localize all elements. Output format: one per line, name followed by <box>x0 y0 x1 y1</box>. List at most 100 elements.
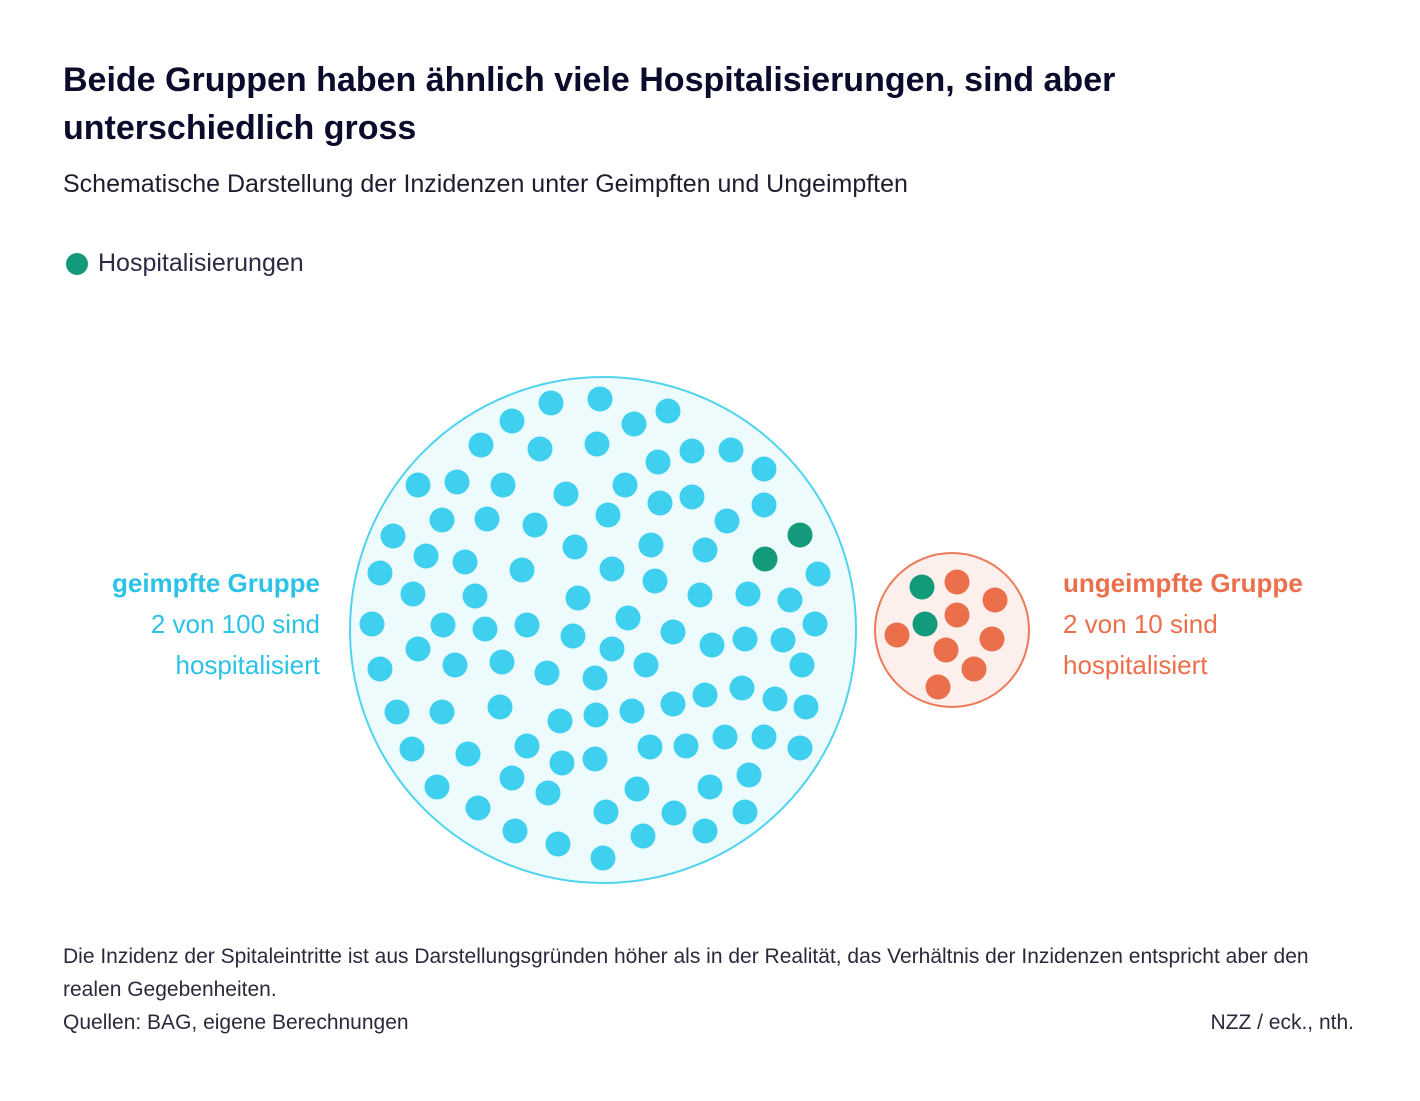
vaccinated-person-dot <box>621 411 647 437</box>
vaccinated-person-dot <box>599 556 625 582</box>
vaccinated-person-dot <box>655 398 681 424</box>
vaccinated-person-dot <box>642 568 668 594</box>
vaccinated-person-dot <box>805 561 831 587</box>
vaccinated-person-dot <box>787 735 813 761</box>
vaccinated-person-dot <box>732 799 758 825</box>
credit-line: NZZ / eck., nth. <box>1210 1011 1354 1034</box>
vaccinated-person-dot <box>590 845 616 871</box>
vaccinated-person-dot <box>462 583 488 609</box>
vaccinated-person-dot <box>474 506 500 532</box>
vaccinated-person-dot <box>673 733 699 759</box>
vaccinated-person-dot <box>624 776 650 802</box>
vaccinated-person-dot <box>527 436 553 462</box>
vaccinated-person-dot <box>430 612 456 638</box>
vaccinated-person-dot <box>638 532 664 558</box>
vaccinated-person-dot <box>359 611 385 637</box>
vaccinated-group-detail-1: 2 von 100 sind <box>150 609 320 639</box>
vaccinated-person-dot <box>400 581 426 607</box>
unvaccinated-person-dot <box>884 622 910 648</box>
vaccinated-person-dot <box>751 456 777 482</box>
vaccinated-person-dot <box>661 800 687 826</box>
vaccinated-person-dot <box>729 675 755 701</box>
vaccinated-person-dot <box>534 660 560 686</box>
vaccinated-person-dot <box>380 523 406 549</box>
chart-title: Beide Gruppen haben ähnlich viele Hospit… <box>63 61 1116 147</box>
vaccinated-person-dot <box>384 699 410 725</box>
legend-label: Hospitalisierungen <box>98 249 304 277</box>
unvaccinated-person-dot <box>982 587 1008 613</box>
vaccinated-person-dot <box>718 437 744 463</box>
vaccinated-person-dot <box>560 623 586 649</box>
vaccinated-person-dot <box>777 587 803 613</box>
unvaccinated-group-name: ungeimpfte Gruppe <box>1063 568 1303 598</box>
vaccinated-person-dot <box>452 549 478 575</box>
vaccinated-person-dot <box>619 698 645 724</box>
vaccinated-person-dot <box>789 652 815 678</box>
vaccinated-hospitalized-dot <box>752 546 778 572</box>
vaccinated-person-dot <box>679 484 705 510</box>
vaccinated-person-dot <box>499 765 525 791</box>
vaccinated-person-dot <box>405 636 431 662</box>
vaccinated-person-dot <box>679 438 705 464</box>
vaccinated-person-dot <box>612 472 638 498</box>
vaccinated-person-dot <box>770 627 796 653</box>
unvaccinated-person-dot <box>979 626 1005 652</box>
vaccinated-person-dot <box>547 708 573 734</box>
unvaccinated-group-label: ungeimpfte Gruppe 2 von 10 sind hospital… <box>1063 563 1363 686</box>
vaccinated-person-dot <box>697 774 723 800</box>
vaccinated-person-dot <box>413 543 439 569</box>
vaccinated-person-dot <box>562 534 588 560</box>
vaccinated-person-dot <box>584 431 610 457</box>
unvaccinated-person-dot <box>933 637 959 663</box>
vaccinated-person-dot <box>367 560 393 586</box>
vaccinated-person-dot <box>535 780 561 806</box>
vaccinated-person-dot <box>699 632 725 658</box>
vaccinated-person-dot <box>712 724 738 750</box>
vaccinated-person-dot <box>472 616 498 642</box>
vaccinated-person-dot <box>595 502 621 528</box>
vaccinated-person-dot <box>582 665 608 691</box>
vaccinated-person-dot <box>751 492 777 518</box>
vaccinated-person-dot <box>429 507 455 533</box>
sources-line: Quellen: BAG, eigene Berechnungen <box>63 1011 409 1034</box>
vaccinated-person-dot <box>793 694 819 720</box>
vaccinated-group-name: geimpfte Gruppe <box>111 568 320 598</box>
vaccinated-person-dot <box>751 724 777 750</box>
vaccinated-person-dot <box>735 581 761 607</box>
vaccinated-person-dot <box>582 746 608 772</box>
unvaccinated-person-dot <box>944 602 970 628</box>
vaccinated-person-dot <box>637 734 663 760</box>
vaccinated-person-dot <box>660 619 686 645</box>
vaccinated-hospitalized-dot <box>787 522 813 548</box>
vaccinated-person-dot <box>630 823 656 849</box>
vaccinated-person-dot <box>714 508 740 534</box>
vaccinated-person-dot <box>732 626 758 652</box>
vaccinated-person-dot <box>660 691 686 717</box>
vaccinated-group-detail-2: hospitalisiert <box>175 650 320 680</box>
vaccinated-person-dot <box>490 472 516 498</box>
vaccinated-person-dot <box>487 694 513 720</box>
unvaccinated-hospitalized-dot <box>912 611 938 637</box>
vaccinated-person-dot <box>399 736 425 762</box>
legend: Hospitalisierungen <box>66 249 304 278</box>
vaccinated-person-dot <box>736 762 762 788</box>
vaccinated-person-dot <box>405 472 431 498</box>
unvaccinated-person-dot <box>944 569 970 595</box>
vaccinated-person-dot <box>514 733 540 759</box>
unvaccinated-group-detail-1: 2 von 10 sind <box>1063 609 1218 639</box>
vaccinated-person-dot <box>762 686 788 712</box>
vaccinated-person-dot <box>465 795 491 821</box>
unvaccinated-hospitalized-dot <box>909 574 935 600</box>
vaccinated-person-dot <box>599 636 625 662</box>
vaccinated-person-dot <box>692 818 718 844</box>
vaccinated-person-dot <box>565 585 591 611</box>
vaccinated-person-dot <box>645 449 671 475</box>
vaccinated-person-dot <box>545 831 571 857</box>
vaccinated-person-dot <box>442 652 468 678</box>
footnote: Die Inzidenz der Spitaleintritte ist aus… <box>63 945 1309 1001</box>
vaccinated-person-dot <box>538 390 564 416</box>
vaccinated-person-dot <box>424 774 450 800</box>
vaccinated-person-dot <box>633 652 659 678</box>
vaccinated-person-dot <box>489 649 515 675</box>
